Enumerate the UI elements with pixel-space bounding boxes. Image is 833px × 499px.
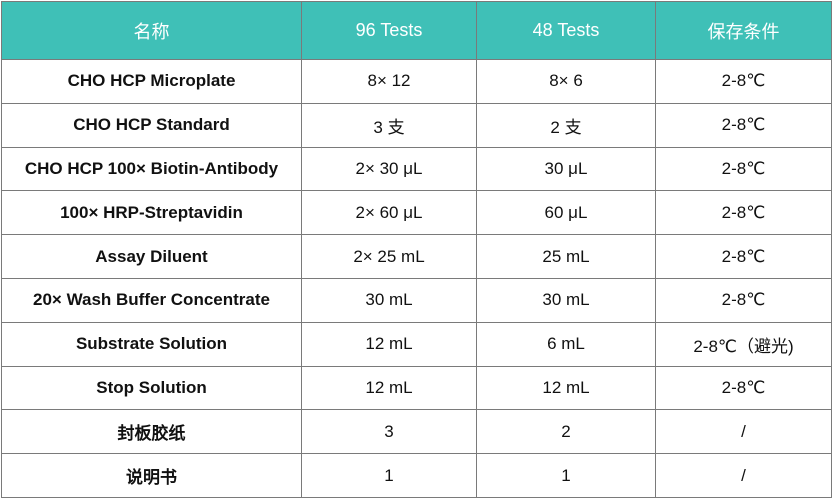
cell-48-tests: 1	[476, 453, 656, 498]
cell-storage: 2-8℃	[655, 102, 832, 148]
table-header-row: 名称 96 Tests 48 Tests 保存条件	[1, 1, 832, 60]
cell-component-name: Assay Diluent	[1, 234, 302, 279]
table-row: CHO HCP Standard 3 支 2 支 2-8℃	[1, 102, 832, 148]
cell-component-name: CHO HCP 100× Biotin-Antibody	[1, 146, 302, 192]
header-48-tests: 48 Tests	[476, 1, 656, 60]
cell-storage: 2-8℃	[655, 190, 832, 236]
cell-96-tests: 8× 12	[301, 59, 477, 104]
cell-storage: /	[655, 409, 832, 455]
header-name: 名称	[1, 1, 302, 60]
table-row: 封板胶纸 3 2 /	[1, 409, 832, 455]
cell-48-tests: 2	[476, 409, 656, 455]
cell-component-name: CHO HCP Standard	[1, 102, 302, 148]
cell-component-name: 20× Wash Buffer Concentrate	[1, 277, 302, 323]
cell-96-tests: 12 mL	[301, 321, 477, 367]
cell-96-tests: 30 mL	[301, 277, 477, 323]
cell-storage: 2-8℃	[655, 277, 832, 323]
cell-48-tests: 8× 6	[476, 59, 656, 104]
cell-96-tests: 12 mL	[301, 365, 477, 411]
cell-component-name: CHO HCP Microplate	[1, 59, 302, 104]
cell-component-name: Substrate Solution	[1, 321, 302, 367]
cell-component-name: 封板胶纸	[1, 409, 302, 455]
cell-storage: 2-8℃（避光)	[655, 321, 832, 367]
cell-component-name: Stop Solution	[1, 365, 302, 411]
cell-component-name: 说明书	[1, 453, 302, 498]
table-row: Assay Diluent 2× 25 mL 25 mL 2-8℃	[1, 234, 832, 279]
cell-96-tests: 2× 60 μL	[301, 190, 477, 236]
cell-component-name: 100× HRP-Streptavidin	[1, 190, 302, 236]
table-row: Stop Solution 12 mL 12 mL 2-8℃	[1, 365, 832, 411]
cell-storage: 2-8℃	[655, 234, 832, 279]
cell-48-tests: 12 mL	[476, 365, 656, 411]
cell-96-tests: 3	[301, 409, 477, 455]
cell-48-tests: 30 mL	[476, 277, 656, 323]
header-96-tests: 96 Tests	[301, 1, 477, 60]
cell-48-tests: 6 mL	[476, 321, 656, 367]
cell-96-tests: 2× 25 mL	[301, 234, 477, 279]
cell-storage: 2-8℃	[655, 146, 832, 192]
cell-storage: 2-8℃	[655, 59, 832, 104]
cell-48-tests: 2 支	[476, 102, 656, 148]
table-row: CHO HCP 100× Biotin-Antibody 2× 30 μL 30…	[1, 146, 832, 192]
cell-48-tests: 60 μL	[476, 190, 656, 236]
header-storage: 保存条件	[655, 1, 832, 60]
table-row: 100× HRP-Streptavidin 2× 60 μL 60 μL 2-8…	[1, 190, 832, 236]
table-row: 说明书 1 1 /	[1, 453, 832, 498]
cell-storage: /	[655, 453, 832, 498]
cell-96-tests: 1	[301, 453, 477, 498]
table-row: CHO HCP Microplate 8× 12 8× 6 2-8℃	[1, 59, 832, 104]
cell-96-tests: 3 支	[301, 102, 477, 148]
cell-96-tests: 2× 30 μL	[301, 146, 477, 192]
cell-48-tests: 30 μL	[476, 146, 656, 192]
table-row: Substrate Solution 12 mL 6 mL 2-8℃（避光)	[1, 321, 832, 367]
cell-48-tests: 25 mL	[476, 234, 656, 279]
cell-storage: 2-8℃	[655, 365, 832, 411]
table-row: 20× Wash Buffer Concentrate 30 mL 30 mL …	[1, 277, 832, 323]
